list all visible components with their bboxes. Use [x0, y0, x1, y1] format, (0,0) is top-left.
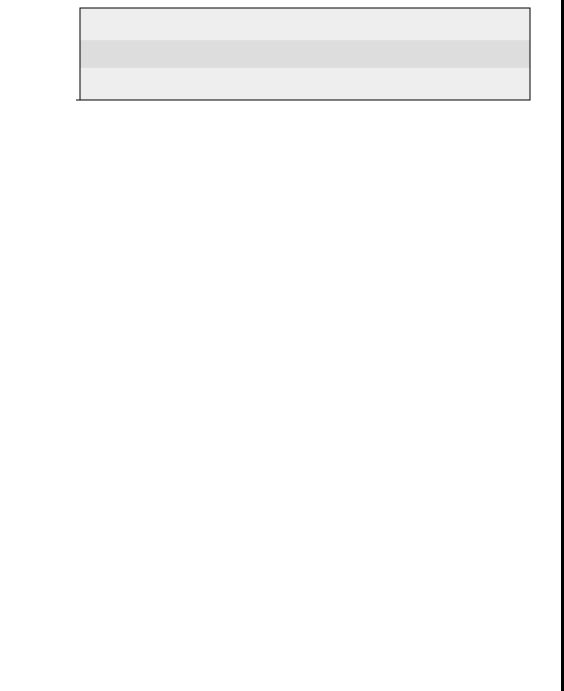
band-inner — [80, 40, 530, 68]
figure-root — [0, 0, 564, 691]
